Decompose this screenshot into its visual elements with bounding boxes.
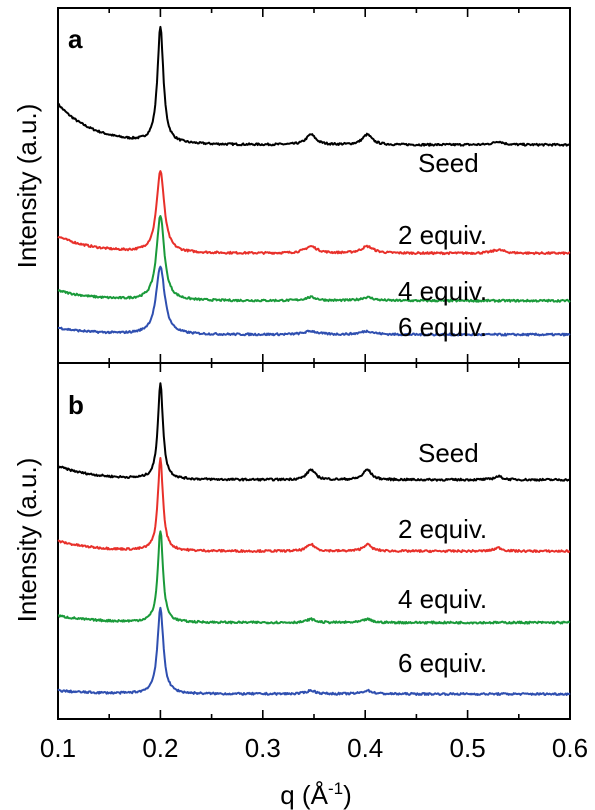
panel-b-series-line-0 — [57, 382, 571, 482]
panel-a-frame — [57, 7, 571, 364]
panel-b-label-2-equiv: 2 equiv. — [398, 514, 487, 544]
panel-a-series-line-3 — [57, 265, 571, 337]
x-axis-label-sup: -1 — [328, 779, 343, 798]
panel-a-label-4-equiv: 4 equiv. — [398, 276, 487, 306]
panel-a-label-6-equiv: 6 equiv. — [398, 312, 487, 342]
panel-b-label-seed: Seed — [418, 438, 479, 468]
x-tick-label: 0.1 — [40, 733, 76, 763]
x-tick-label: 0.3 — [245, 733, 281, 763]
panel-b-frame — [57, 362, 571, 720]
panel-a-series-line-1 — [57, 170, 571, 256]
panel-b-x-ticks — [57, 363, 571, 719]
x-axis-label: q (Å-1) — [280, 779, 351, 810]
panel-b-letter: b — [68, 390, 84, 420]
x-tick-label: 0.4 — [347, 733, 383, 763]
panel-b-y-axis-label: Intensity (a.u.) — [12, 458, 42, 623]
panel-b-series-line-2 — [57, 530, 571, 625]
x-tick-label: 0.5 — [450, 733, 486, 763]
x-tick-label: 0.6 — [552, 733, 588, 763]
panel-b-label-6-equiv: 6 equiv. — [398, 648, 487, 678]
panel-b-series-line-1 — [57, 457, 571, 554]
panel-a-series-lines — [57, 25, 571, 337]
x-tick-label: 0.2 — [142, 733, 178, 763]
panel-b-label-4-equiv: 4 equiv. — [398, 584, 487, 614]
panel-b: b Seed 2 equiv. 4 equiv. 6 equiv. Intens… — [12, 362, 571, 720]
panel-a-y-axis-label: Intensity (a.u.) — [12, 104, 42, 269]
panel-a-label-seed: Seed — [418, 148, 479, 178]
panel-b-series-line-3 — [57, 606, 571, 696]
panel-a-letter: a — [68, 24, 83, 54]
panel-a-x-ticks — [57, 8, 571, 363]
x-axis-label-close: ) — [343, 780, 352, 810]
panel-b-series-lines — [57, 382, 571, 696]
x-axis-label-main: q (Å — [280, 780, 328, 810]
panel-a-series-line-0 — [57, 25, 571, 147]
panel-a-series-line-2 — [57, 215, 571, 303]
panel-a: a Seed 2 equiv. 4 equiv. 6 equiv. Intens… — [12, 7, 571, 364]
x-tick-labels: 0.1 0.2 0.3 0.4 0.5 0.6 — [40, 733, 588, 763]
panel-a-label-2-equiv: 2 equiv. — [398, 220, 487, 250]
